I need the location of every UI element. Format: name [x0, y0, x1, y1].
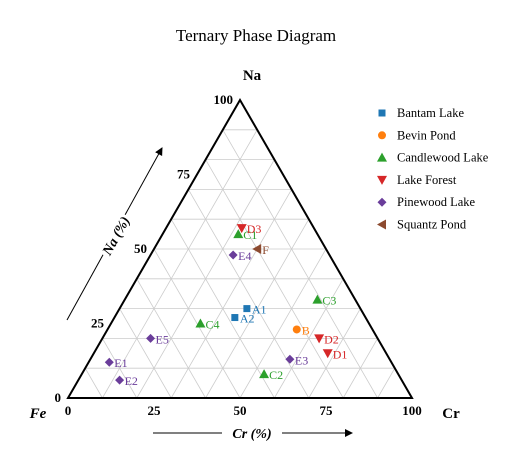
left-axis-arrow [66, 147, 163, 321]
legend-label: Bantam Lake [397, 106, 464, 120]
legend-label: Lake Forest [397, 173, 457, 187]
grid-line-cr [102, 129, 258, 399]
point-label: E3 [295, 353, 308, 367]
grid-line-fe [188, 189, 310, 399]
data-point-b [292, 325, 301, 334]
point-label: A2 [240, 312, 255, 326]
legend: Bantam Lake Bevin Pond Candlewood Lake Lake… [377, 106, 489, 232]
grid-line-cr [274, 278, 344, 399]
grid-line-fe [136, 278, 206, 399]
data-point-e2 [115, 375, 125, 385]
grid-line-cr [170, 189, 292, 399]
point-label: E4 [238, 249, 251, 263]
point-label: E1 [114, 356, 127, 370]
data-point-c3 [312, 294, 323, 304]
legend-label: Pinewood Lake [397, 195, 476, 209]
point-label: D3 [247, 222, 262, 236]
data-point-c4 [195, 318, 206, 328]
point-label: E2 [125, 374, 138, 388]
bottom-axis-title: Cr (%) [232, 427, 271, 442]
data-point-e3 [285, 354, 295, 364]
legend-marker [377, 219, 386, 230]
legend-label: Bevin Pond [397, 128, 456, 142]
tick-labels: 0 25 50 75 100 0 25 50 75 100 [55, 92, 422, 418]
data-point-e1 [104, 357, 114, 367]
bottom-tick-label: 100 [402, 403, 422, 418]
left-tick-label: 50 [134, 241, 147, 256]
grid-line-fe [153, 248, 241, 399]
bottom-tick-label: 25 [148, 403, 162, 418]
chart-title: Ternary Phase Diagram [176, 26, 336, 45]
legend-marker [377, 197, 387, 207]
point-label: F [262, 243, 269, 257]
triangle-frame [66, 97, 414, 399]
data-point-e4 [228, 250, 238, 260]
point-label: A1 [252, 303, 267, 317]
corner-label-right: Cr [442, 406, 460, 422]
legend-label: Candlewood Lake [397, 151, 489, 165]
corner-label-left: Fe [29, 406, 47, 422]
grid-line-cr [308, 308, 361, 399]
left-tick-label: 0 [55, 390, 62, 405]
grid-line-cr [239, 248, 327, 399]
data-point-c1 [233, 229, 244, 239]
data-point-f [252, 244, 262, 254]
grid-line-cr [377, 368, 396, 399]
data-point-e5 [146, 333, 156, 343]
data-point-d1 [322, 349, 333, 359]
left-tick-label: 100 [214, 92, 234, 107]
data-point-d3 [236, 224, 247, 234]
left-tick-label: 75 [177, 167, 191, 182]
bottom-tick-label: 50 [234, 403, 247, 418]
corner-label-top: Na [243, 68, 262, 84]
grid-line-fe [84, 368, 103, 399]
grid-line-cr [342, 338, 378, 399]
legend-marker [378, 131, 386, 140]
legend-marker [377, 175, 387, 185]
point-label: D2 [324, 332, 339, 346]
grid-line-fe [102, 338, 138, 399]
grid-line-fe [222, 129, 378, 399]
point-label: E5 [156, 332, 169, 346]
point-label: C2 [269, 368, 283, 382]
left-tick-label: 25 [91, 316, 105, 331]
point-label: B [302, 323, 310, 337]
data-point-c2 [259, 369, 270, 379]
grid [84, 129, 396, 399]
legend-marker [377, 152, 387, 162]
data-point-a1 [243, 305, 251, 313]
legend-marker [378, 109, 386, 117]
left-axis-title: Na (%) [100, 214, 134, 259]
point-label: C3 [322, 294, 336, 308]
point-label: D1 [333, 347, 348, 361]
point-label: C4 [205, 318, 219, 332]
grid-line-fe [119, 308, 172, 399]
data-point-d2 [314, 334, 325, 344]
point-label: C1 [243, 228, 257, 242]
data-point-a2 [231, 314, 239, 322]
legend-label: Squantz Pond [397, 218, 467, 232]
bottom-tick-label: 75 [320, 403, 334, 418]
bottom-tick-label: 0 [65, 403, 72, 418]
